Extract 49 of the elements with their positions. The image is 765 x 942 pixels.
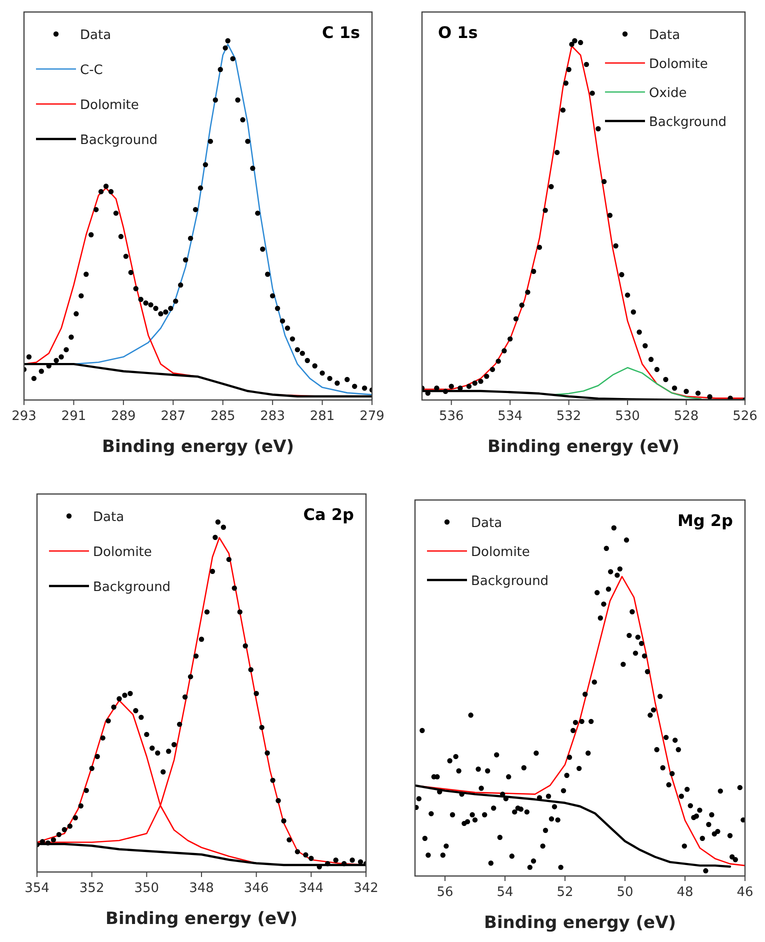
x-tick-label: 291 (61, 409, 86, 424)
legend-label: Dolomite (471, 545, 530, 560)
x-tick-label: 532 (556, 409, 582, 424)
x-tick-label: 279 (360, 409, 384, 424)
x-tick-label: 346 (244, 881, 269, 896)
x-tick-label: 289 (111, 409, 136, 424)
x-tick-label: 344 (298, 881, 324, 896)
legend-label: Dolomite (80, 98, 139, 113)
legend-label: Background (649, 115, 727, 130)
x-tick-label: 48 (676, 885, 694, 900)
x-tick-label: 285 (210, 409, 236, 424)
legend-label: Data (471, 516, 502, 531)
legend-label: Background (80, 133, 158, 148)
x-tick-label: 536 (438, 409, 464, 424)
legend-label: Data (649, 28, 680, 43)
x-tick-label: 348 (189, 881, 214, 896)
x-tick-label: 528 (674, 409, 699, 424)
legend-label: Data (93, 510, 124, 525)
x-tick-label: 46 (736, 885, 754, 900)
x-tick-label: 54 (496, 885, 514, 900)
x-tick-label: 342 (354, 881, 378, 896)
legend-label: Oxide (649, 86, 687, 101)
x-tick-label: 530 (615, 409, 640, 424)
x-tick-label: 287 (160, 409, 186, 424)
x-axis-title: Binding energy (eV) (484, 913, 676, 933)
chart-title: O 1s (438, 23, 478, 42)
chart-title: Mg 2p (677, 511, 733, 530)
x-tick-label: 352 (79, 881, 104, 896)
legend-label: Background (93, 580, 171, 595)
x-axis-title: Binding energy (eV) (487, 437, 680, 457)
x-tick-label: 281 (310, 409, 335, 424)
x-tick-label: 350 (134, 881, 160, 896)
x-axis-title: Binding energy (eV) (102, 437, 294, 457)
x-tick-label: 56 (436, 885, 454, 900)
legend-label: C-C (80, 63, 103, 78)
legend-label: Dolomite (649, 57, 708, 72)
chart-title: C 1s (322, 23, 360, 42)
x-tick-label: 50 (616, 885, 634, 900)
chart-title: Ca 2p (303, 505, 354, 524)
x-tick-label: 283 (260, 409, 285, 424)
x-tick-label: 354 (24, 881, 50, 896)
x-tick-label: 293 (12, 409, 36, 424)
x-axis-title: Binding energy (eV) (105, 909, 298, 929)
x-tick-label: 534 (498, 409, 523, 424)
legend-label: Background (471, 574, 549, 589)
x-tick-label: 526 (732, 409, 758, 424)
legend-label: Data (80, 28, 112, 43)
legend-label: Dolomite (93, 545, 152, 560)
x-tick-label: 52 (556, 885, 574, 900)
